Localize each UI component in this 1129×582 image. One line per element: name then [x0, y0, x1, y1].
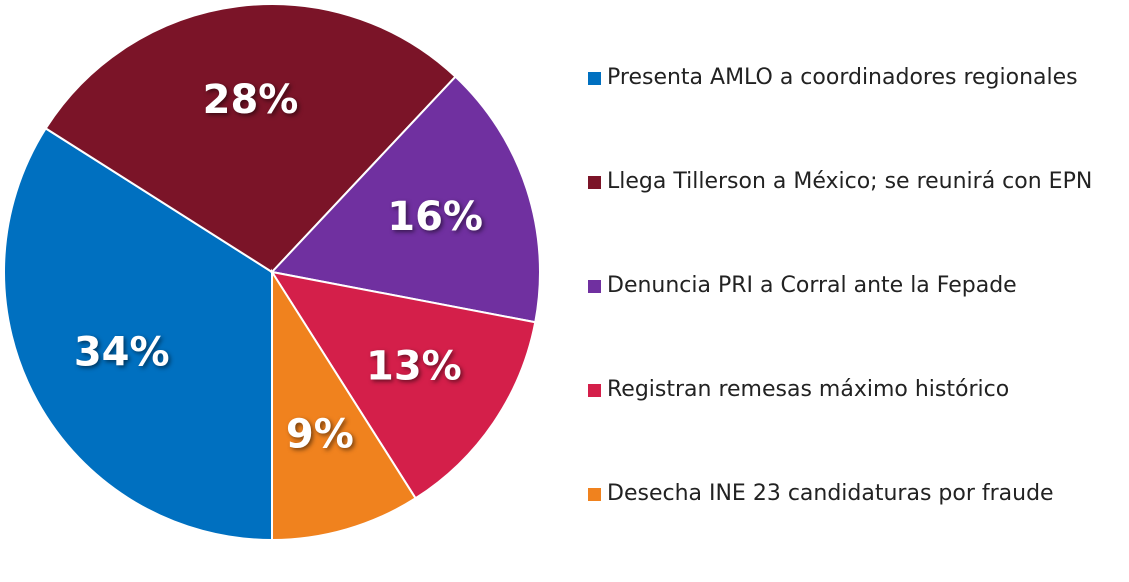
legend-label: Registran remesas máximo histórico — [607, 377, 1010, 402]
legend-item: Denuncia PRI a Corral ante la Fepade — [588, 270, 1123, 374]
page: 34% 28% 16% 13% 9% Presenta AMLO a coordinad… — [3, 2, 1093, 540]
legend-item: Llega Tillerson a México; se reunirá con… — [588, 166, 1123, 270]
legend: Presenta AMLO a coordinadores regionales… — [588, 62, 1123, 582]
legend-swatch — [588, 280, 601, 293]
legend-swatch — [588, 176, 601, 189]
pie-chart: 34% 28% 16% 13% 9% — [3, 2, 541, 540]
data-label: 16% — [387, 194, 483, 240]
pie-slice — [270, 75, 541, 324]
legend-item: Presenta AMLO a coordinadores regionales — [588, 62, 1123, 166]
pie-slice — [269, 270, 537, 500]
data-label: 13% — [366, 343, 462, 389]
pie-slice — [44, 2, 457, 274]
legend-swatch — [588, 488, 601, 501]
legend-label: Llega Tillerson a México; se reunirá con… — [607, 169, 1093, 194]
legend-swatch — [588, 72, 601, 85]
data-label: 28% — [203, 77, 299, 123]
data-label: 34% — [74, 330, 170, 376]
legend-item: Desecha INE 23 candidaturas por fraude — [588, 478, 1123, 582]
data-label: 9% — [286, 412, 354, 458]
legend-label: Presenta AMLO a coordinadores regionales — [607, 65, 1078, 90]
legend-label: Denuncia PRI a Corral ante la Fepade — [607, 273, 1017, 298]
legend-item: Registran remesas máximo histórico — [588, 374, 1123, 478]
legend-label: Desecha INE 23 candidaturas por fraude — [607, 481, 1054, 506]
pie-slice — [3, 127, 273, 540]
legend-swatch — [588, 384, 601, 397]
